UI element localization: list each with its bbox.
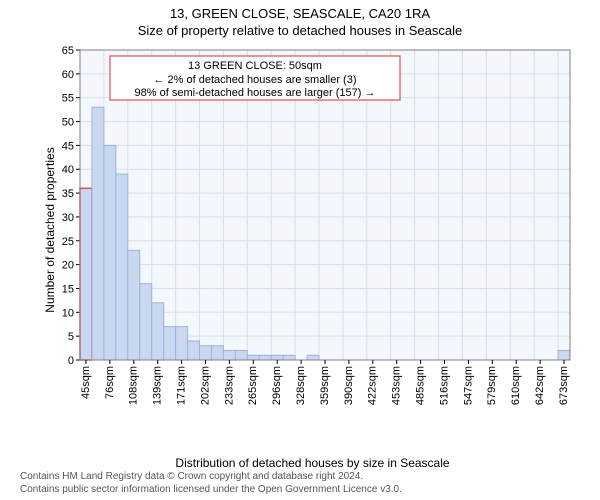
footer-line-1: Contains HM Land Registry data © Crown c… — [20, 471, 402, 484]
svg-text:390sqm: 390sqm — [343, 366, 355, 405]
svg-text:76sqm: 76sqm — [104, 366, 116, 399]
svg-text:328sqm: 328sqm — [295, 366, 307, 405]
svg-text:40: 40 — [62, 164, 74, 176]
svg-text:35: 35 — [62, 188, 74, 200]
svg-text:20: 20 — [62, 260, 74, 272]
svg-text:55: 55 — [62, 93, 74, 105]
svg-text:25: 25 — [62, 236, 74, 248]
svg-text:233sqm: 233sqm — [223, 366, 235, 405]
svg-text:45: 45 — [62, 140, 74, 152]
svg-text:13 GREEN CLOSE: 50sqm: 13 GREEN CLOSE: 50sqm — [188, 60, 322, 72]
svg-text:65: 65 — [62, 45, 74, 57]
svg-text:5: 5 — [68, 331, 74, 343]
svg-text:265sqm: 265sqm — [247, 366, 259, 405]
svg-text:642sqm: 642sqm — [534, 366, 546, 405]
chart-svg: 0 5 10 15 20 25 30 35 40 45 50 55 60 65 45sqm 76sqm 108s… — [50, 45, 575, 415]
svg-text:453sqm: 453sqm — [391, 366, 403, 405]
y-axis-label: Number of detached properties — [43, 147, 57, 312]
chart-container: 13, GREEN CLOSE, SEASCALE, CA20 1RA Size… — [0, 0, 600, 500]
svg-text:296sqm: 296sqm — [271, 366, 283, 405]
title-block: 13, GREEN CLOSE, SEASCALE, CA20 1RA Size… — [0, 0, 600, 40]
svg-text:422sqm: 422sqm — [367, 366, 379, 405]
svg-text:171sqm: 171sqm — [175, 366, 187, 405]
svg-text:202sqm: 202sqm — [199, 366, 211, 405]
svg-text:547sqm: 547sqm — [462, 366, 474, 405]
svg-text:139sqm: 139sqm — [152, 366, 164, 405]
x-axis-label: Distribution of detached houses by size … — [50, 456, 575, 470]
svg-text:673sqm: 673sqm — [558, 366, 570, 405]
svg-text:60: 60 — [62, 69, 74, 81]
svg-text:579sqm: 579sqm — [486, 366, 498, 405]
title-line-2: Size of property relative to detached ho… — [0, 23, 600, 40]
svg-text:485sqm: 485sqm — [415, 366, 427, 405]
plot-area: Number of detached properties 0510152025… — [50, 45, 575, 415]
footer-attribution: Contains HM Land Registry data © Crown c… — [20, 471, 402, 496]
svg-text:50: 50 — [62, 117, 74, 129]
svg-text:359sqm: 359sqm — [319, 366, 331, 405]
svg-text:98% of semi-detached houses ar: 98% of semi-detached houses are larger (… — [135, 87, 376, 99]
svg-text:108sqm: 108sqm — [128, 366, 140, 405]
footer-line-2: Contains public sector information licen… — [20, 484, 402, 497]
svg-text:15: 15 — [62, 283, 74, 295]
svg-text:10: 10 — [62, 307, 74, 319]
svg-text:0: 0 — [68, 355, 74, 367]
title-line-1: 13, GREEN CLOSE, SEASCALE, CA20 1RA — [0, 6, 600, 23]
svg-text:30: 30 — [62, 212, 74, 224]
svg-text:610sqm: 610sqm — [510, 366, 522, 405]
svg-text:45sqm: 45sqm — [80, 366, 92, 399]
svg-text:← 2% of detached houses are sm: ← 2% of detached houses are smaller (3) — [154, 74, 357, 86]
svg-text:516sqm: 516sqm — [438, 366, 450, 405]
